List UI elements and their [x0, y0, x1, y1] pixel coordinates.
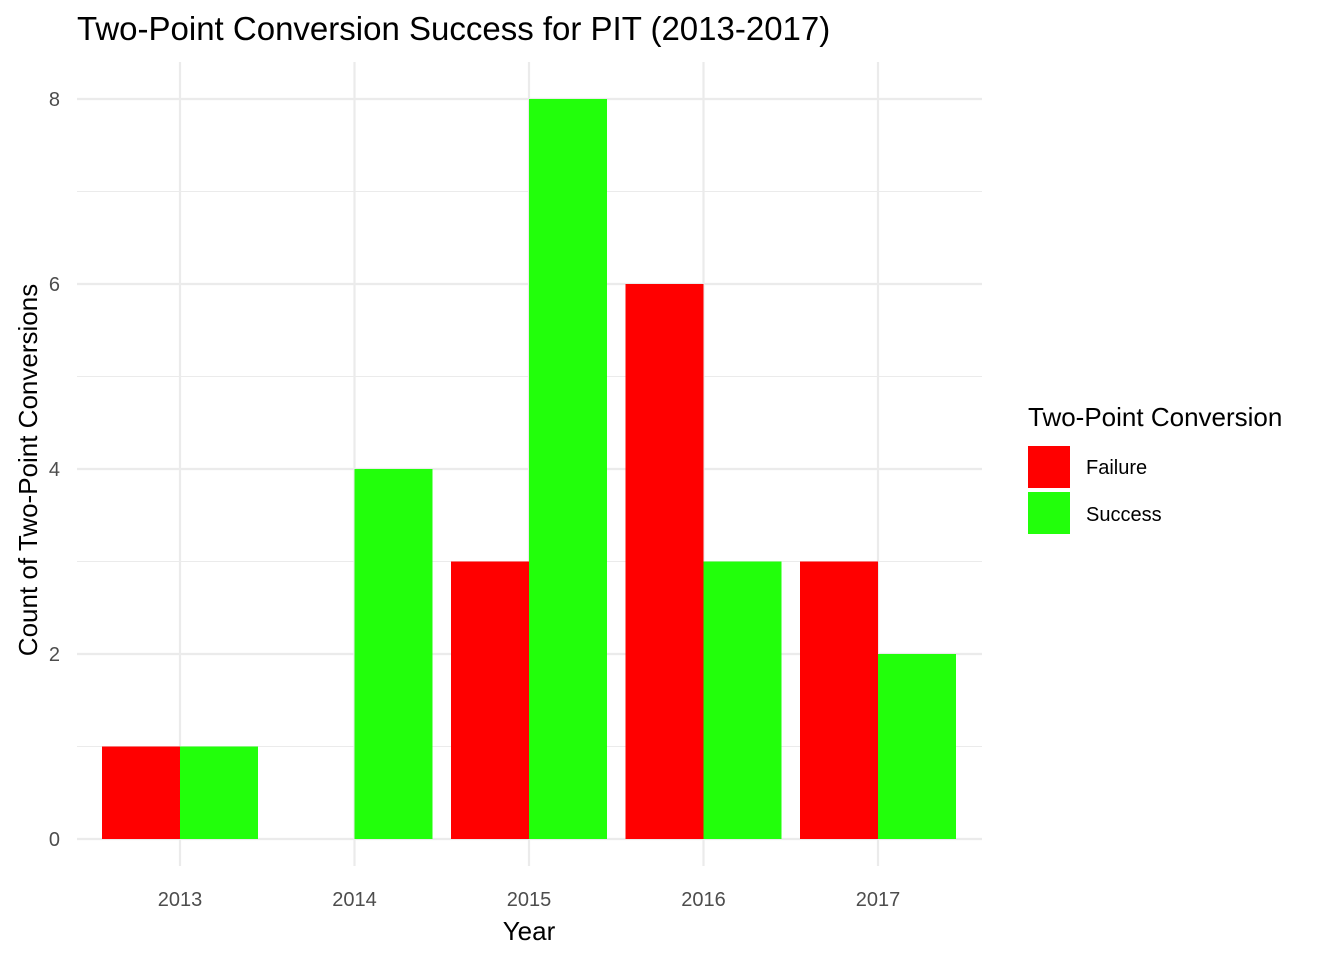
- x-tick-label: 2013: [158, 889, 203, 911]
- x-axis-title: Year: [503, 916, 556, 946]
- legend-title: Two-Point Conversion: [1028, 402, 1282, 432]
- bar-failure-2017: [800, 561, 878, 839]
- chart-title: Two-Point Conversion Success for PIT (20…: [77, 10, 830, 47]
- y-tick-label: 8: [49, 89, 60, 111]
- y-tick-label: 4: [49, 459, 60, 481]
- y-tick-label: 2: [49, 644, 60, 666]
- bars: [102, 99, 956, 839]
- y-tick-label: 6: [49, 274, 60, 296]
- bar-success-2017: [878, 654, 956, 839]
- bar-success-2016: [703, 561, 782, 839]
- bar-failure-2015: [451, 561, 529, 839]
- x-tick-label: 2017: [856, 889, 901, 911]
- x-tick-label: 2016: [681, 889, 726, 911]
- bar-success-2014: [354, 469, 433, 839]
- legend: Two-Point Conversion Failure Success: [1028, 402, 1282, 534]
- y-axis-title: Count of Two-Point Conversions: [13, 284, 43, 656]
- plot-area: 0 2 4 6 8 2013 2014 2015 2016 2017: [49, 62, 982, 911]
- bar-failure-2016: [625, 284, 704, 839]
- bar-success-2015: [529, 99, 607, 839]
- legend-key-success: [1028, 492, 1070, 534]
- legend-label-success: Success: [1086, 504, 1162, 526]
- x-axis-ticks: 2013 2014 2015 2016 2017: [158, 889, 901, 911]
- y-tick-label: 0: [49, 829, 60, 851]
- bar-success-2013: [180, 746, 258, 839]
- bar-failure-2013: [102, 746, 180, 839]
- legend-label-failure: Failure: [1086, 457, 1147, 479]
- x-tick-label: 2015: [507, 889, 552, 911]
- x-tick-label: 2014: [332, 889, 377, 911]
- legend-key-failure: [1028, 446, 1070, 488]
- y-axis-ticks: 0 2 4 6 8: [49, 89, 60, 851]
